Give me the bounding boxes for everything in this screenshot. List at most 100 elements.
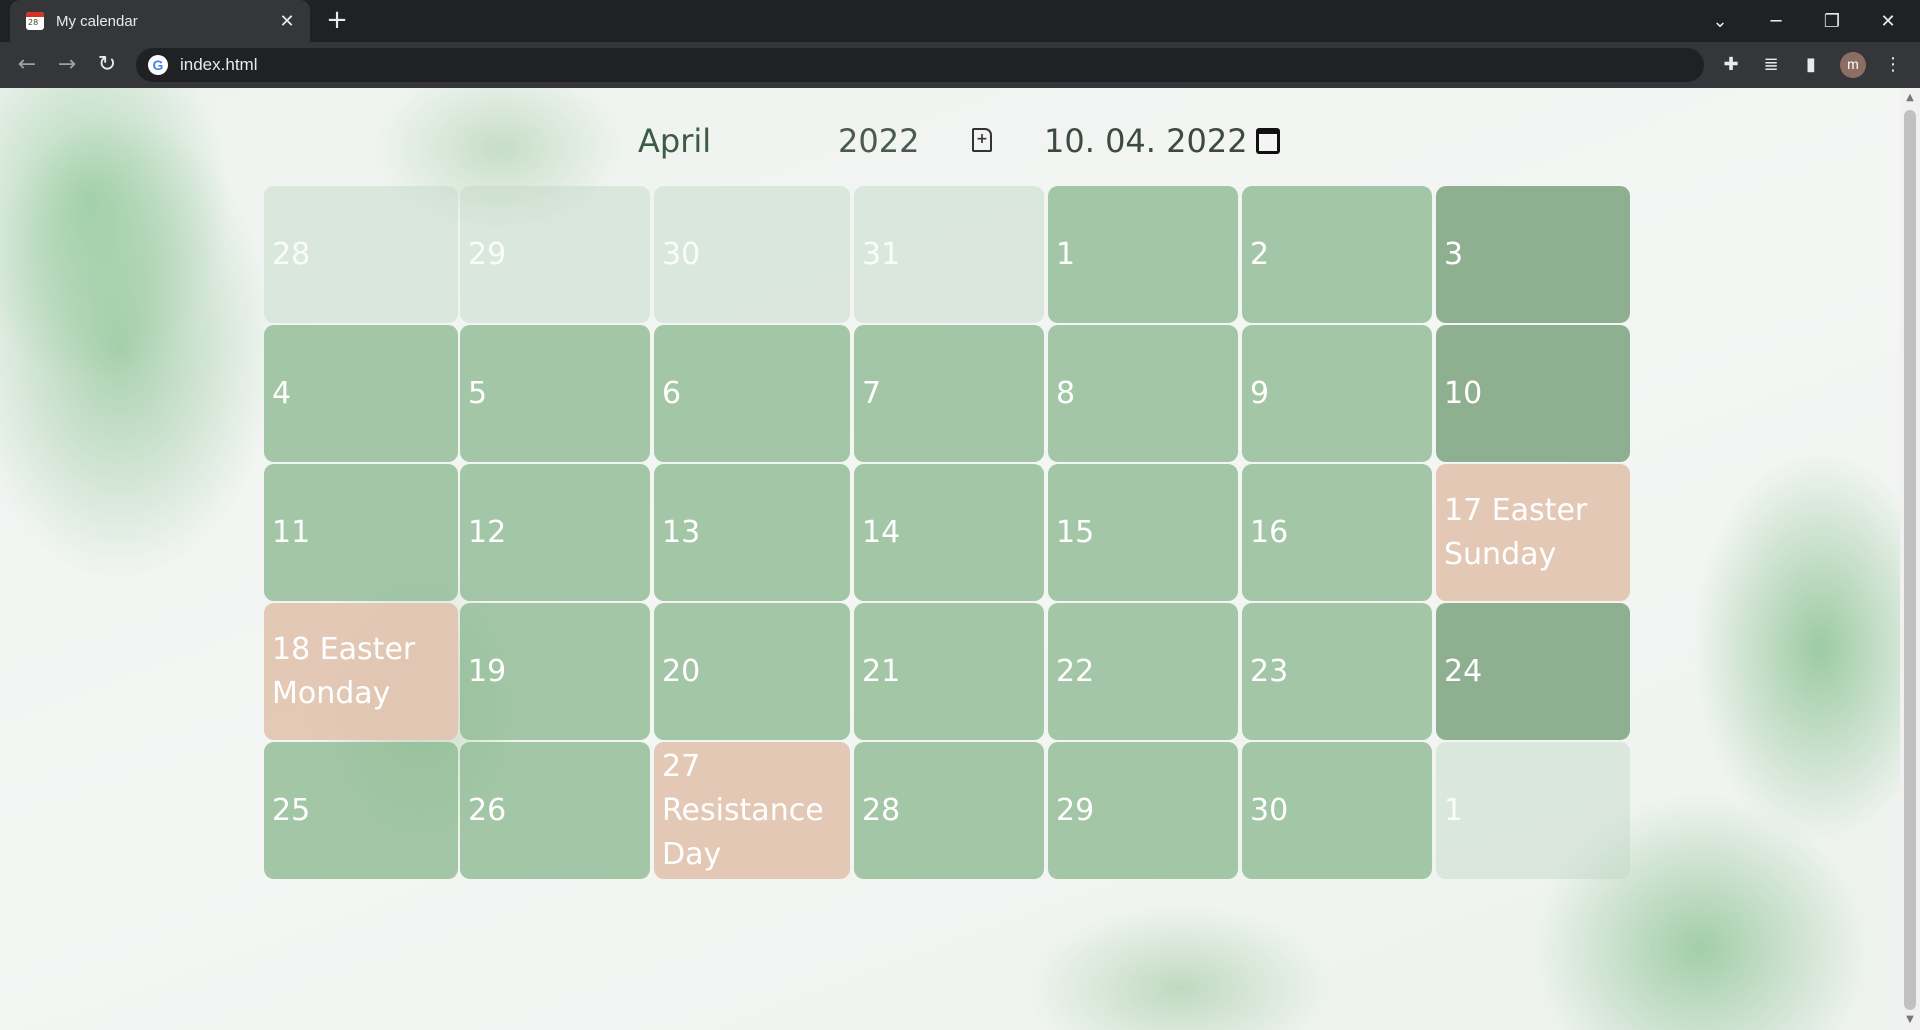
day-label: 6 [662, 375, 682, 411]
day-label: 2 [1250, 236, 1270, 272]
google-icon: G [148, 55, 168, 75]
day-label: 23 [1250, 653, 1289, 689]
day-label: 30 [662, 236, 701, 272]
minimize-icon[interactable]: ─ [1770, 10, 1782, 32]
day-cell[interactable]: 2 [1242, 186, 1432, 323]
day-cell[interactable]: 13 [654, 464, 850, 601]
day-label: 5 [468, 375, 488, 411]
calendar-header: April 2022 + 10. 04. 2022 [0, 88, 1900, 178]
media-queue-icon[interactable]: ≣ [1763, 54, 1779, 75]
day-cell[interactable]: 31 [854, 186, 1044, 323]
date-picker-input[interactable]: 10. 04. 2022 [1044, 122, 1280, 160]
day-cell[interactable]: 17 Easter Sunday [1436, 464, 1630, 601]
scroll-down-arrow-icon[interactable]: ▼ [1906, 1014, 1914, 1025]
tab-title: My calendar [56, 12, 138, 30]
day-cell[interactable]: 1 [1436, 742, 1630, 879]
tab-strip: My calendar ✕ + ⌄ ─ ❐ ✕ [0, 0, 1920, 42]
day-label: 17 Easter Sunday [1444, 492, 1588, 572]
url-text: index.html [180, 55, 258, 74]
day-label: 22 [1056, 653, 1095, 689]
day-cell[interactable]: 20 [654, 603, 850, 740]
day-cell[interactable]: 8 [1048, 325, 1238, 462]
day-label: 18 Easter Monday [272, 631, 416, 711]
day-cell[interactable]: 21 [854, 603, 1044, 740]
day-cell[interactable]: 11 [264, 464, 458, 601]
browser-toolbar: ← → ↻ G index.html ✚ ≣ ▮ m ⋮ [0, 42, 1920, 88]
tab-my-calendar[interactable]: My calendar ✕ [10, 0, 310, 42]
scroll-thumb[interactable] [1904, 110, 1916, 1010]
day-cell[interactable]: 22 [1048, 603, 1238, 740]
restore-icon[interactable]: ❐ [1823, 10, 1841, 32]
day-cell[interactable]: 19 [460, 603, 650, 740]
selected-date[interactable]: 10. 04. 2022 [1044, 122, 1248, 160]
day-cell[interactable]: 5 [460, 325, 650, 462]
day-label: 3 [1444, 236, 1464, 272]
day-label: 1 [1056, 236, 1076, 272]
day-cell[interactable]: 3 [1436, 186, 1630, 323]
day-label: 13 [662, 514, 701, 550]
day-cell[interactable]: 1 [1048, 186, 1238, 323]
day-cell[interactable]: 4 [264, 325, 458, 462]
day-label: 28 [272, 236, 311, 272]
day-cell[interactable]: 18 Easter Monday [264, 603, 458, 740]
day-cell[interactable]: 14 [854, 464, 1044, 601]
year-label[interactable]: 2022 [838, 122, 920, 160]
profile-avatar[interactable]: m [1840, 52, 1866, 78]
tab-close-icon[interactable]: ✕ [279, 10, 295, 32]
day-label: 27 Resistance Day [662, 748, 824, 872]
day-label: 19 [468, 653, 507, 689]
day-cell[interactable]: 23 [1242, 603, 1432, 740]
day-cell[interactable]: 27 Resistance Day [654, 742, 850, 879]
window-close-icon[interactable]: ✕ [1880, 10, 1896, 32]
day-cell[interactable]: 30 [654, 186, 850, 323]
day-label: 15 [1056, 514, 1095, 550]
forward-arrow-icon[interactable]: → [57, 52, 77, 77]
day-cell[interactable]: 16 [1242, 464, 1432, 601]
scroll-up-arrow-icon[interactable]: ▲ [1906, 92, 1914, 103]
day-cell[interactable]: 30 [1242, 742, 1432, 879]
day-cell[interactable]: 12 [460, 464, 650, 601]
calendar-icon[interactable] [1255, 128, 1280, 154]
reload-icon[interactable]: ↻ [97, 52, 117, 77]
day-cell[interactable]: 28 [264, 186, 458, 323]
back-arrow-icon[interactable]: ← [17, 52, 37, 77]
day-label: 4 [272, 375, 292, 411]
day-label: 28 [862, 792, 901, 828]
day-label: 29 [468, 236, 507, 272]
day-label: 7 [862, 375, 882, 411]
day-label: 12 [468, 514, 507, 550]
day-cell[interactable]: 6 [654, 325, 850, 462]
day-label: 8 [1056, 375, 1076, 411]
day-cell[interactable]: 10 [1436, 325, 1630, 462]
day-cell[interactable]: 7 [854, 325, 1044, 462]
day-cell[interactable]: 26 [460, 742, 650, 879]
day-cell[interactable]: 29 [460, 186, 650, 323]
day-cell[interactable]: 9 [1242, 325, 1432, 462]
day-label: 25 [272, 792, 311, 828]
day-label: 16 [1250, 514, 1289, 550]
day-label: 20 [662, 653, 701, 689]
day-label: 21 [862, 653, 901, 689]
day-label: 14 [862, 514, 901, 550]
day-label: 30 [1250, 792, 1289, 828]
day-label: 10 [1444, 375, 1483, 411]
day-cell[interactable]: 25 [264, 742, 458, 879]
address-bar[interactable]: G index.html [136, 48, 1704, 82]
new-tab-plus-icon[interactable]: + [326, 5, 348, 35]
day-label: 29 [1056, 792, 1095, 828]
day-label: 11 [272, 514, 311, 550]
month-label[interactable]: April [638, 122, 712, 160]
tab-search-chevron-down-icon[interactable]: ⌄ [1712, 10, 1728, 32]
calendar-favicon-icon [26, 12, 44, 30]
day-label: 9 [1250, 375, 1270, 411]
day-label: 26 [468, 792, 507, 828]
day-cell[interactable]: 29 [1048, 742, 1238, 879]
side-panel-icon[interactable]: ▮ [1806, 54, 1816, 75]
day-cell[interactable]: 28 [854, 742, 1044, 879]
day-cell[interactable]: 24 [1436, 603, 1630, 740]
extensions-puzzle-icon[interactable]: ✚ [1723, 54, 1739, 75]
add-event-file-icon[interactable]: + [972, 128, 992, 152]
kebab-menu-icon[interactable]: ⋮ [1884, 54, 1902, 75]
vertical-scrollbar[interactable]: ▲ ▼ [1900, 88, 1920, 1030]
day-cell[interactable]: 15 [1048, 464, 1238, 601]
